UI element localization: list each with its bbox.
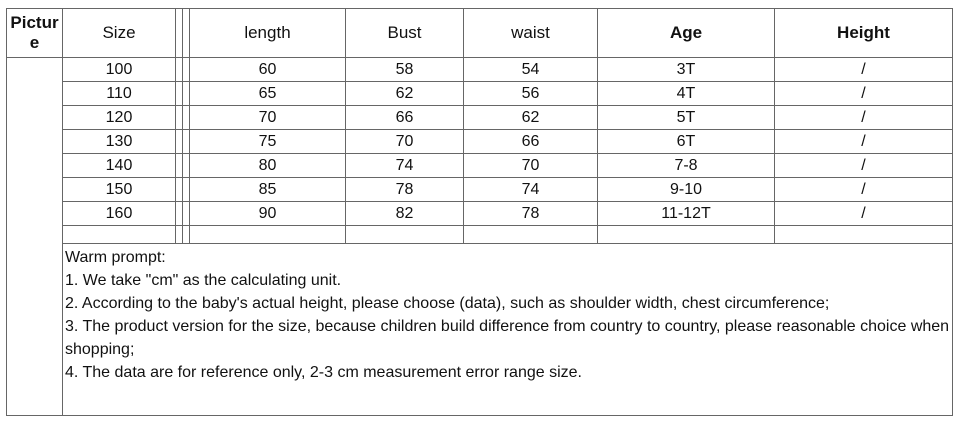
header-cell: Size	[62, 8, 176, 58]
notes-cell: Warm prompt: 1. We take "cm" as the calcu…	[62, 243, 953, 416]
data-cell: 65	[189, 81, 346, 106]
data-cell: 60	[189, 57, 346, 82]
data-cell: 6T	[597, 129, 775, 154]
notes-title: Warm prompt:	[65, 249, 166, 266]
data-cell: 9-10	[597, 177, 775, 202]
data-cell: 5T	[597, 105, 775, 130]
data-cell: /	[774, 153, 953, 178]
data-cell: 80	[189, 153, 346, 178]
data-cell: 7-8	[597, 153, 775, 178]
data-cell: 70	[345, 129, 464, 154]
data-cell: /	[774, 177, 953, 202]
data-cell: 150	[62, 177, 176, 202]
data-cell: 54	[463, 57, 598, 82]
note-line: 2. According to the baby's actual height…	[65, 295, 830, 312]
data-cell: 58	[345, 57, 464, 82]
empty-cell	[463, 225, 598, 244]
data-cell: 120	[62, 105, 176, 130]
data-cell: 75	[189, 129, 346, 154]
data-cell: 140	[62, 153, 176, 178]
data-cell: 3T	[597, 57, 775, 82]
data-cell: 78	[345, 177, 464, 202]
data-cell: /	[774, 57, 953, 82]
data-cell: 62	[463, 105, 598, 130]
data-cell: 78	[463, 201, 598, 226]
empty-cell	[345, 225, 464, 244]
empty-cell	[189, 225, 346, 244]
data-cell: 74	[463, 177, 598, 202]
header-cell: Height	[774, 8, 953, 58]
data-cell: 85	[189, 177, 346, 202]
picture-cell	[6, 57, 63, 416]
note-line: 1. We take "cm" as the calculating unit.	[65, 272, 342, 289]
data-cell: 70	[463, 153, 598, 178]
data-cell: 56	[463, 81, 598, 106]
data-cell: 100	[62, 57, 176, 82]
data-cell: /	[774, 129, 953, 154]
header-cell: Bust	[345, 8, 464, 58]
data-cell: 66	[345, 105, 464, 130]
data-cell: /	[774, 81, 953, 106]
header-cell: length	[189, 8, 346, 58]
data-cell: 74	[345, 153, 464, 178]
data-cell: 66	[463, 129, 598, 154]
note-line: 3. The product version for the size, bec…	[65, 318, 950, 358]
data-cell: 70	[189, 105, 346, 130]
empty-cell	[774, 225, 953, 244]
data-cell: 130	[62, 129, 176, 154]
data-cell: 90	[189, 201, 346, 226]
header-cell: Picture	[6, 8, 63, 58]
data-cell: 160	[62, 201, 176, 226]
empty-cell	[597, 225, 775, 244]
data-cell: 4T	[597, 81, 775, 106]
data-cell: 11-12T	[597, 201, 775, 226]
data-cell: /	[774, 105, 953, 130]
header-cell: Age	[597, 8, 775, 58]
data-cell: /	[774, 201, 953, 226]
header-cell: waist	[463, 8, 598, 58]
note-line: 4. The data are for reference only, 2-3 …	[65, 364, 582, 381]
data-cell: 62	[345, 81, 464, 106]
data-cell: 82	[345, 201, 464, 226]
data-cell: 110	[62, 81, 176, 106]
empty-cell	[62, 225, 176, 244]
